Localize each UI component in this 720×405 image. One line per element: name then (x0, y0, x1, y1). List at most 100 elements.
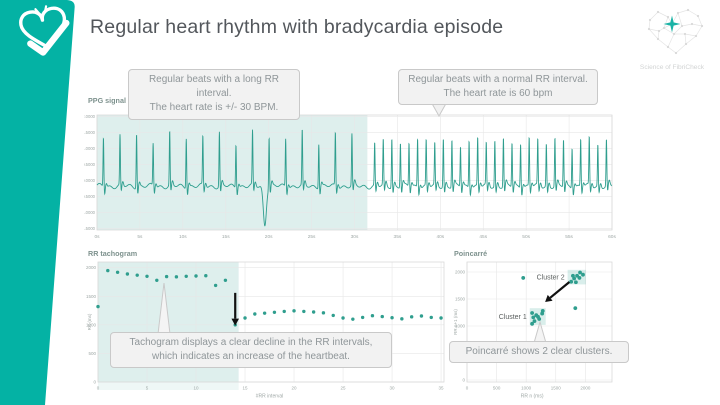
rr-data-point (96, 304, 100, 309)
svg-text:1500: 1500 (551, 386, 562, 391)
svg-text:2000: 2000 (580, 386, 591, 391)
rr-data-point (380, 314, 384, 319)
rr-data-point (194, 274, 198, 278)
callout-line: Poincarré shows 2 clear clusters. (465, 346, 613, 357)
svg-text:5s: 5s (137, 234, 143, 240)
callout-poincare: Poincarré shows 2 clear clusters. (449, 341, 629, 364)
y-axis-label: RR n+1 (ms) (453, 309, 458, 335)
rr-data-point (429, 315, 433, 320)
svg-text:1000: 1000 (521, 386, 532, 391)
svg-text:5: 5 (146, 386, 149, 391)
poincare-data-point (571, 273, 575, 278)
svg-text:40s: 40s (436, 234, 444, 240)
svg-text:55s: 55s (565, 234, 573, 240)
svg-text:0: 0 (462, 378, 465, 383)
y-axis-label: RR (ms) (87, 313, 92, 330)
svg-text:1000: 1000 (455, 323, 466, 328)
rr-data-point (253, 312, 257, 316)
rr-data-point (370, 314, 375, 318)
rr-data-point (321, 311, 326, 315)
svg-text:35: 35 (439, 386, 445, 391)
svg-text:1.5000: 1.5000 (84, 130, 96, 135)
chart-title: PPG signal (88, 96, 126, 105)
svg-text:1500: 1500 (86, 294, 97, 299)
svg-text:15: 15 (243, 386, 249, 391)
callout-line: Regular beats with a normal RR interval. (408, 74, 588, 85)
slide-title: Regular heart rhythm with bradycardia ep… (90, 16, 504, 38)
svg-text:20s: 20s (265, 234, 273, 240)
cluster-label: Cluster 2 (537, 275, 565, 282)
svg-text:30s: 30s (351, 234, 359, 240)
rr-data-point (184, 274, 188, 278)
svg-text:45s: 45s (479, 234, 487, 240)
svg-text:60s: 60s (608, 234, 616, 240)
svg-text:1500: 1500 (455, 296, 466, 301)
svg-text:-0.5000: -0.5000 (84, 194, 96, 199)
svg-text:-1.5000: -1.5000 (84, 226, 96, 231)
svg-text:2000: 2000 (455, 269, 466, 274)
rr-data-point (106, 268, 110, 273)
bradycardia-highlight-region (97, 115, 368, 230)
svg-text:0.5000: 0.5000 (84, 162, 96, 167)
svg-text:0: 0 (93, 380, 96, 385)
rr-data-point (204, 274, 208, 278)
svg-text:1.0000: 1.0000 (84, 146, 96, 151)
svg-text:0: 0 (466, 386, 469, 391)
fibricheck-logo: Science of FibriCheck (628, 4, 716, 76)
rr-tachogram-chart: RR tachogram 0 5 10 15 20 25 30 35 0 500 1000 1500 20… (86, 249, 445, 400)
rr-data-point (419, 314, 424, 318)
poincare-data-point (577, 276, 582, 280)
poincare-data-point (573, 306, 578, 311)
rr-data-point (272, 310, 277, 314)
rr-data-point (115, 270, 120, 274)
svg-text:500: 500 (88, 351, 96, 356)
rr-data-point (311, 310, 316, 314)
svg-text:10: 10 (194, 386, 200, 391)
svg-text:0: 0 (97, 386, 100, 391)
network-heart-icon: Science of FibriCheck (640, 8, 705, 71)
rr-data-point (135, 273, 139, 277)
rr-data-point (223, 278, 228, 282)
x-axis-label: RR n (ms) (521, 394, 544, 400)
rr-data-point (302, 309, 306, 314)
rr-data-point (409, 315, 414, 319)
svg-text:2000: 2000 (86, 265, 97, 270)
rr-data-point (282, 309, 286, 314)
svg-text:10s: 10s (179, 234, 187, 240)
poincare-data-point (532, 319, 537, 324)
cluster-arrow-head (545, 294, 553, 302)
callout-line: Tachogram displays a clear decline in th… (129, 337, 373, 348)
poincare-data-point (530, 311, 535, 315)
brand-banner (0, 0, 75, 405)
svg-text:-1.0000: -1.0000 (84, 210, 96, 215)
poincare-data-point (578, 270, 582, 275)
svg-text:25s: 25s (308, 234, 316, 240)
rr-data-point (213, 283, 218, 288)
callout-line: Regular beats with a long RR interval. (148, 74, 280, 100)
rr-data-point (145, 274, 149, 278)
svg-text:50s: 50s (522, 234, 530, 240)
rr-data-point (439, 316, 443, 320)
spark-icon (663, 15, 681, 33)
rr-data-point (360, 315, 365, 320)
rr-data-point (155, 278, 159, 282)
poincare-data-point (531, 315, 536, 320)
svg-text:0.0000: 0.0000 (84, 178, 96, 183)
svg-text:35s: 35s (394, 234, 402, 240)
callout-tail-up (157, 282, 171, 335)
callout-line: which indicates an increase of the heart… (152, 351, 350, 363)
rr-data-point (243, 316, 247, 320)
heart-check-icon (19, 5, 70, 56)
rr-data-point (125, 272, 130, 276)
drop-arrow-head (231, 318, 240, 326)
svg-text:500: 500 (493, 386, 501, 391)
poincare-data-point (521, 276, 526, 280)
ppg-signal-chart: PPG signal 2.0000 1.5000 1.0000 0.5000 0.0000… (84, 96, 616, 240)
chart-title: RR tachogram (88, 249, 137, 258)
poincare-data-point (569, 279, 574, 284)
chart-title: Poincarré (454, 249, 487, 258)
poincare-data-point (540, 308, 545, 313)
callout-ppg-long-rr: Regular beats with a long RR interval. T… (128, 69, 300, 120)
rr-data-point (262, 311, 267, 315)
